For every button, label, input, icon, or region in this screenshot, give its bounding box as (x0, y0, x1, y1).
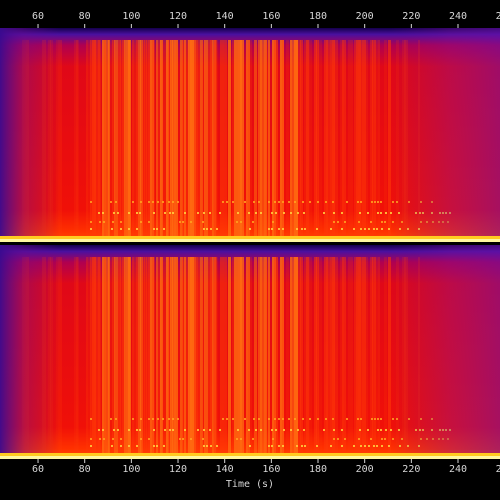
x-tick-label: 120 (169, 464, 187, 475)
x-tick-label: 260 (496, 464, 500, 475)
x-tick-label: 60 (32, 11, 44, 22)
low-band (0, 456, 500, 459)
low-band (0, 453, 500, 456)
x-tick-label: 260 (496, 11, 500, 22)
x-tick-label: 100 (122, 464, 140, 475)
x-tick-label: 160 (262, 464, 280, 475)
edge-fade (0, 28, 500, 242)
x-tick-label: 180 (309, 11, 327, 22)
x-tick-label: 140 (216, 464, 234, 475)
x-tick-label: 120 (169, 11, 187, 22)
low-band (0, 239, 500, 242)
x-tick-label: 240 (449, 11, 467, 22)
channels (0, 28, 500, 459)
x-tick-label: 160 (262, 11, 280, 22)
x-tick-label: 80 (79, 11, 91, 22)
x-tick-label: 200 (356, 464, 374, 475)
x-tick-label: 80 (79, 464, 91, 475)
x-tick-label: 60 (32, 464, 44, 475)
low-band (0, 236, 500, 239)
x-tick-label: 100 (122, 11, 140, 22)
x-tick-label: 220 (402, 464, 420, 475)
channel-2 (0, 245, 500, 459)
x-tick-label: 220 (402, 11, 420, 22)
time-axes: 60 60 80 80 100 100 120 120 140 140 160 160 180 180 20… (32, 11, 500, 475)
edge-fade (0, 245, 500, 459)
x-tick-label: 200 (356, 11, 374, 22)
x-tick-label: 240 (449, 464, 467, 475)
channel-1 (0, 28, 500, 242)
x-tick-label: 140 (216, 11, 234, 22)
x-axis-label: Time (s) (226, 479, 274, 490)
x-tick-label: 180 (309, 464, 327, 475)
